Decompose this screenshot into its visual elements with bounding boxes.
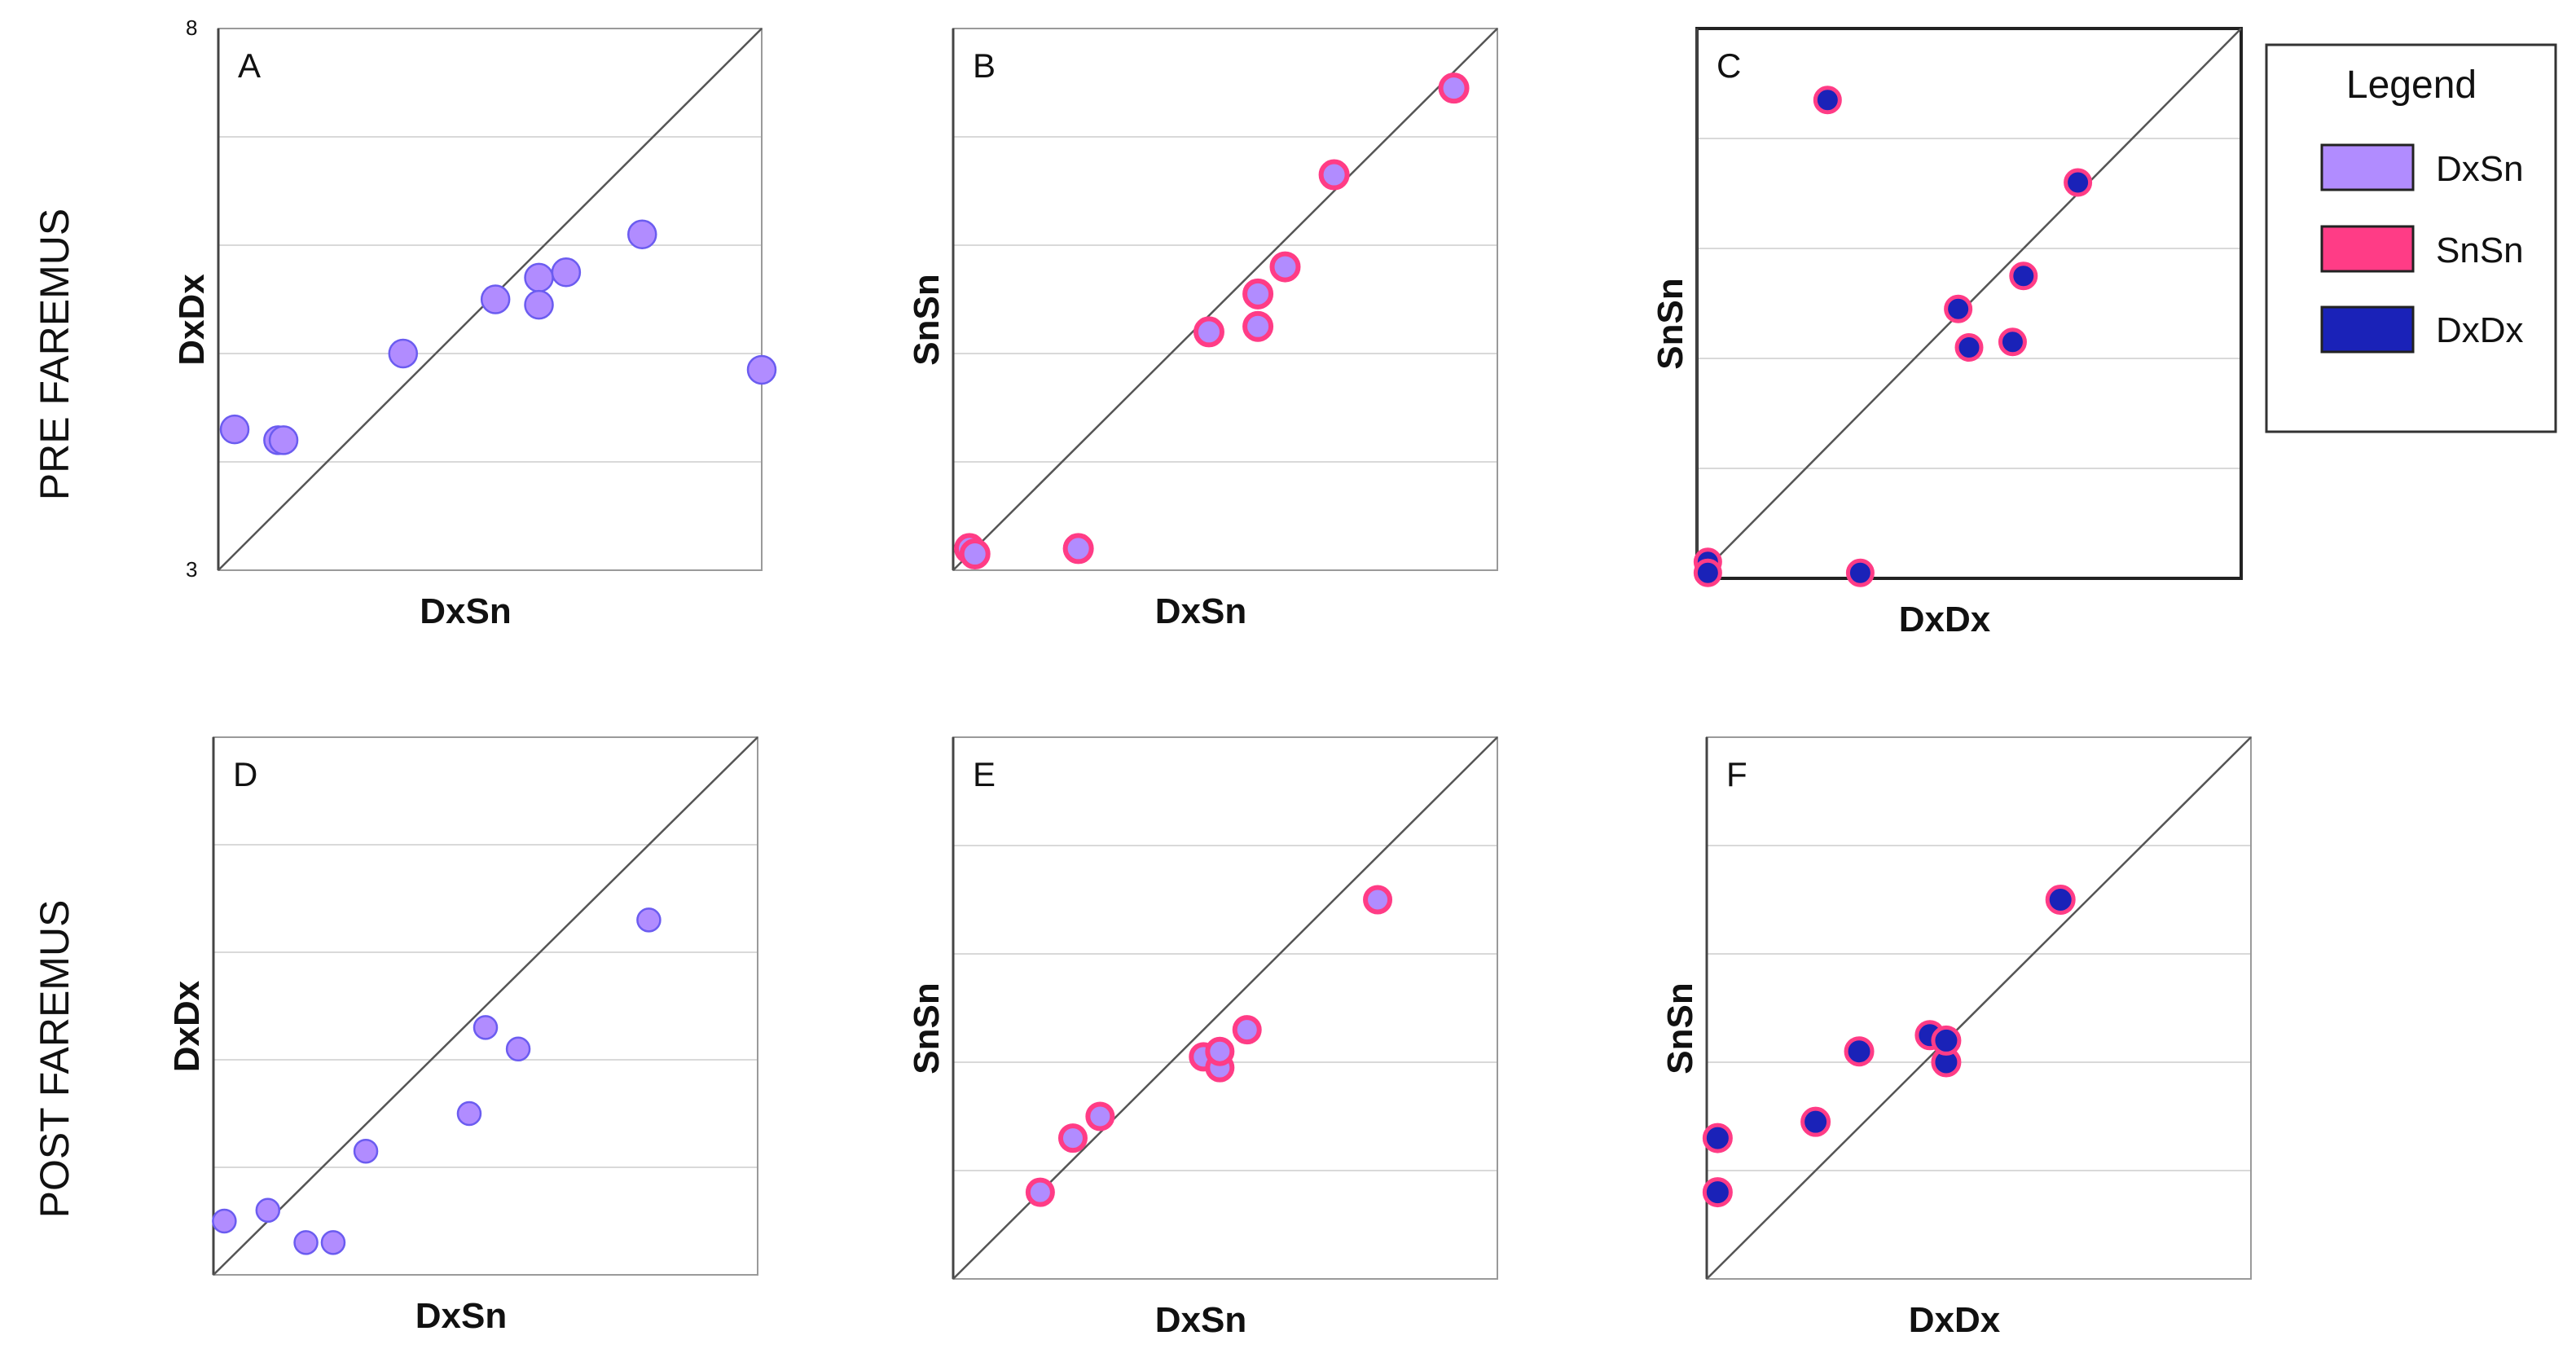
data-point [1954, 333, 1984, 362]
data-point [1438, 72, 1470, 104]
panel-letter: E [973, 755, 996, 793]
legend-swatch-dxsn [2320, 143, 2415, 191]
data-point [1693, 558, 1722, 587]
panel-letter: C [1717, 46, 1741, 85]
data-point [959, 538, 991, 570]
x-axis-title: DxDx [1899, 600, 1991, 639]
data-point [2045, 885, 2076, 915]
data-point [1800, 1106, 1831, 1137]
identity-line [213, 736, 758, 1276]
legend-label-snsn: SnSn [2436, 231, 2524, 270]
data-point [1025, 1177, 1055, 1207]
y-axis-title: DxDx [172, 274, 212, 366]
data-point [1269, 251, 1301, 283]
y-tick-label: 8 [186, 15, 197, 40]
row-label-post: POST FAREMUS [32, 900, 77, 1219]
data-point [268, 425, 299, 455]
data-point [1944, 294, 1973, 323]
y-axis-title: DxDx [167, 980, 207, 1072]
data-point [255, 1197, 281, 1224]
y-axis-title: SnSn [907, 982, 947, 1074]
y-axis-title: SnSn [1651, 278, 1690, 369]
x-axis-title: DxSn [420, 591, 511, 631]
data-point [1242, 278, 1274, 310]
identity-line [1706, 736, 2252, 1280]
panel-d: D DxSn DxDx [167, 736, 758, 1336]
legend-title: Legend [2346, 64, 2477, 107]
y-axis-title: SnSn [1660, 982, 1700, 1074]
data-point [320, 1230, 346, 1255]
y-tick-label: 3 [186, 557, 197, 582]
data-point [473, 1015, 499, 1040]
data-point [1845, 558, 1875, 587]
data-point [1702, 1177, 1733, 1208]
data-point [1057, 1123, 1088, 1153]
data-point [212, 1208, 237, 1234]
data-point [2009, 261, 2038, 291]
data-point [456, 1101, 482, 1127]
x-axis-title: DxDx [1909, 1300, 2001, 1340]
row-label-pre: PRE FAREMUS [32, 209, 77, 500]
data-point [524, 262, 554, 293]
data-point [1205, 1036, 1235, 1066]
panel-c: C DxDx SnSn [1651, 27, 2243, 639]
data-point [524, 289, 554, 320]
panel-letter: F [1726, 755, 1747, 793]
legend-swatch-dxdx [2320, 305, 2415, 354]
panel-a: A DxSn DxDx 8 3 [172, 15, 777, 631]
data-point [746, 354, 777, 385]
data-point [293, 1230, 319, 1255]
panel-b: B DxSn SnSn [907, 28, 1498, 631]
data-point [1931, 1025, 1962, 1056]
legend: Legend DxSn SnSn DxDx [2265, 43, 2557, 433]
data-point [505, 1036, 531, 1062]
data-point [551, 257, 582, 288]
identity-line [952, 28, 1498, 571]
data-point [1844, 1036, 1875, 1067]
x-axis-title: DxSn [415, 1296, 507, 1336]
legend-label-dxdx: DxDx [2436, 310, 2524, 350]
panel-e: E DxSn SnSn [907, 736, 1498, 1340]
data-point [480, 284, 511, 314]
data-point [1813, 86, 1842, 115]
data-point [1085, 1101, 1115, 1131]
data-point [1318, 159, 1350, 191]
data-point [1062, 533, 1094, 565]
data-point [1702, 1123, 1733, 1153]
data-point [1363, 885, 1393, 915]
legend-swatch-snsn [2320, 225, 2415, 273]
panels-group: A DxSn DxDx 8 3 B DxSn SnSn C DxDx SnSn D DxSn DxDx E D… [167, 15, 2252, 1340]
data-point [2064, 168, 2093, 197]
panel-f: F DxDx SnSn [1660, 736, 2252, 1340]
data-point [1232, 1015, 1262, 1045]
x-axis-title: DxSn [1155, 591, 1246, 631]
panel-letter: D [233, 755, 257, 793]
data-point [1193, 316, 1224, 348]
data-point [1242, 310, 1274, 342]
data-point [219, 414, 250, 445]
panel-letter: B [973, 46, 996, 85]
data-point [1998, 327, 2027, 357]
legend-label-dxsn: DxSn [2436, 149, 2524, 189]
y-axis-title: SnSn [907, 274, 947, 365]
data-point [627, 219, 657, 249]
data-point [636, 907, 662, 933]
data-point [388, 338, 419, 369]
data-point [353, 1138, 379, 1164]
panel-letter: A [238, 46, 261, 85]
x-axis-title: DxSn [1155, 1300, 1246, 1340]
